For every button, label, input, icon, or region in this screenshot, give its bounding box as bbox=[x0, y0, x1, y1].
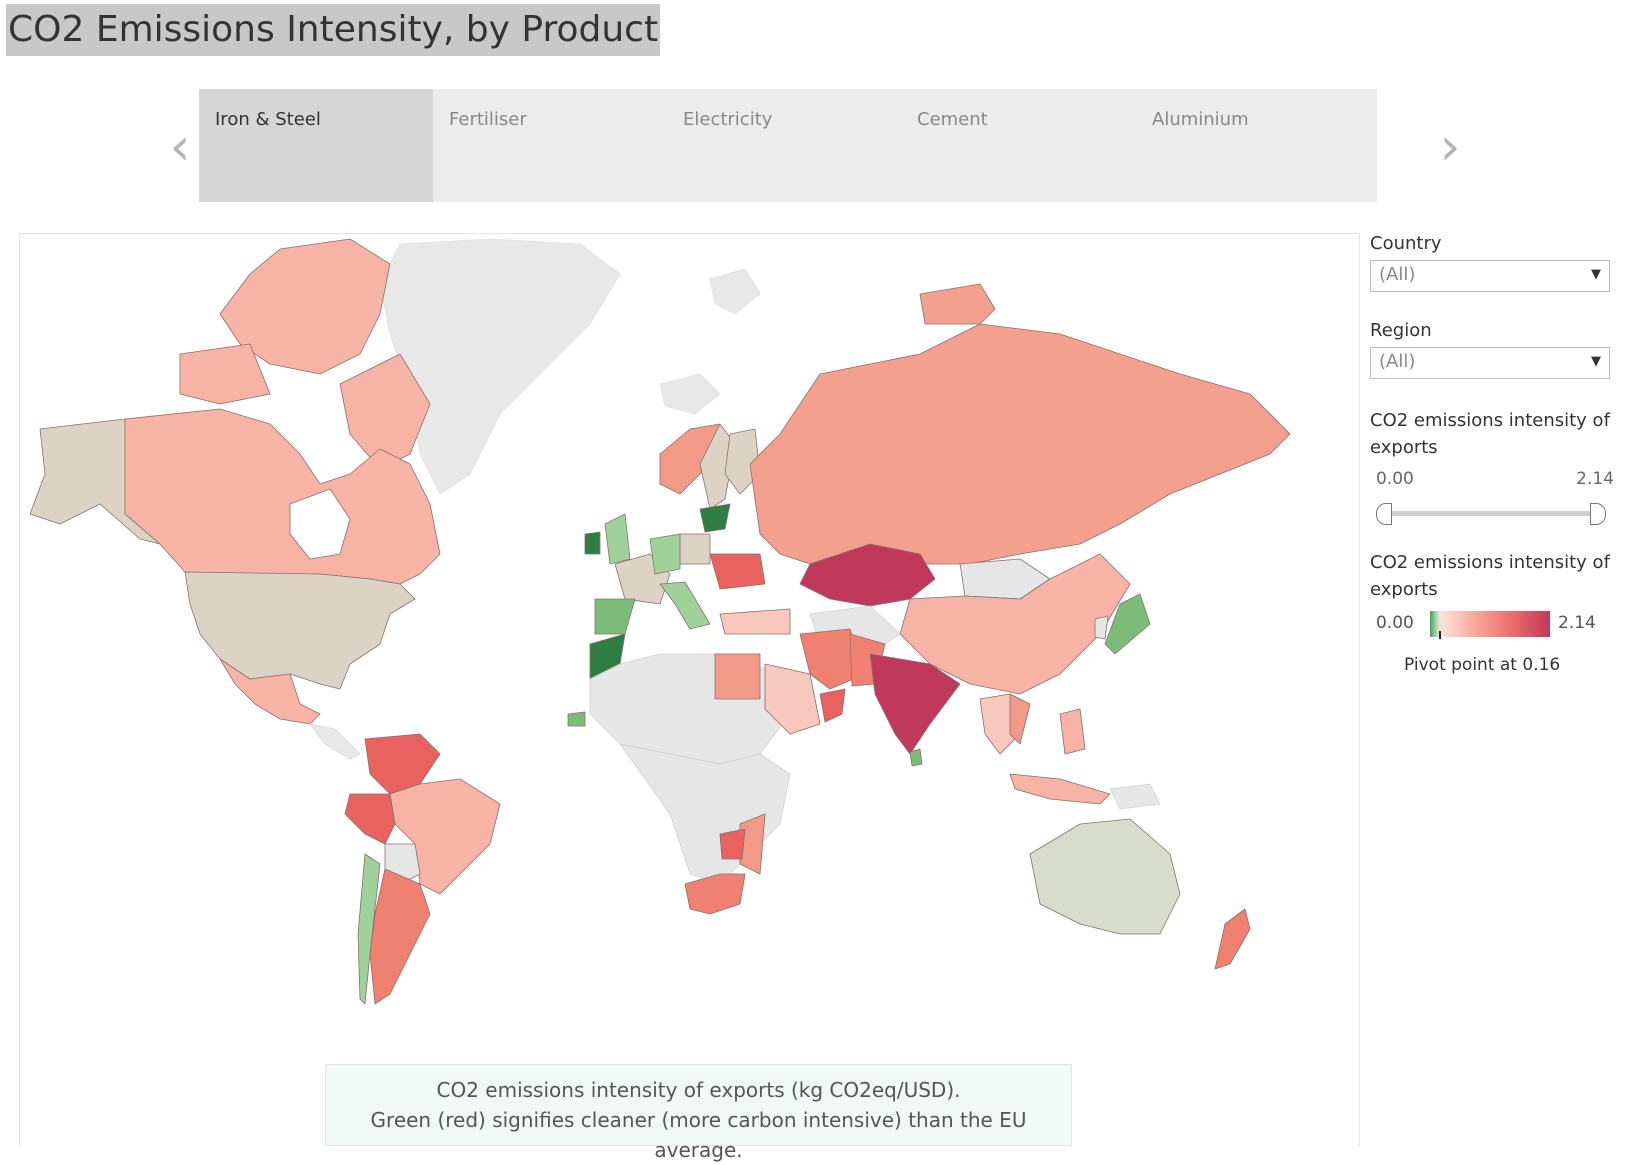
sri-lanka bbox=[909, 748, 923, 767]
chile bbox=[357, 853, 381, 1005]
slider-track[interactable] bbox=[1382, 511, 1598, 516]
filter-panel: Country (All) ▼ Region (All) ▼ CO2 emiss… bbox=[1370, 233, 1620, 675]
korea bbox=[1094, 615, 1109, 640]
egypt bbox=[714, 653, 761, 700]
new-zealand bbox=[1214, 908, 1251, 970]
brazil bbox=[389, 778, 501, 895]
central-america bbox=[309, 723, 361, 760]
argentina bbox=[369, 868, 431, 1005]
russia-north-islands bbox=[919, 283, 996, 325]
range-slider[interactable] bbox=[1370, 499, 1620, 529]
slider-max-handle[interactable] bbox=[1590, 503, 1606, 525]
country-dropdown[interactable]: (All) ▼ bbox=[1370, 260, 1610, 292]
range-filter-label: CO2 emissions intensity of exports bbox=[1370, 410, 1610, 458]
caption-line-1: CO2 emissions intensity of exports (kg C… bbox=[436, 1078, 961, 1102]
legend-max-value: 2.14 bbox=[1558, 613, 1596, 633]
legend-min-value: 0.00 bbox=[1376, 613, 1414, 633]
russia bbox=[749, 323, 1291, 565]
spain bbox=[594, 598, 636, 635]
page-title: CO2 Emissions Intensity, by Product bbox=[6, 4, 661, 56]
japan bbox=[1104, 593, 1151, 655]
world-map[interactable] bbox=[19, 233, 1360, 1146]
color-legend: 0.00 2.14 bbox=[1370, 611, 1620, 641]
australia bbox=[1029, 818, 1181, 935]
tab-electricity[interactable]: Electricity bbox=[667, 89, 908, 202]
baffin bbox=[339, 353, 431, 470]
philippines bbox=[1059, 708, 1086, 755]
country-filter-label: Country bbox=[1370, 233, 1442, 254]
peru bbox=[344, 793, 396, 845]
color-ramp bbox=[1430, 611, 1550, 639]
indonesia bbox=[1009, 773, 1111, 805]
range-min-value: 0.00 bbox=[1376, 469, 1414, 489]
greenland bbox=[379, 238, 621, 495]
caption-line-2: Green (red) signifies cleaner (more carb… bbox=[370, 1108, 1027, 1162]
slider-min-handle[interactable] bbox=[1376, 503, 1392, 525]
region-filter-label: Region bbox=[1370, 320, 1432, 341]
tab-iron-steel[interactable]: Iron & Steel bbox=[199, 89, 440, 202]
iceland bbox=[659, 373, 721, 415]
germany bbox=[649, 533, 681, 575]
vietnam bbox=[1009, 693, 1031, 745]
papua bbox=[1109, 783, 1161, 810]
senegal bbox=[567, 711, 586, 727]
tab-fertiliser[interactable]: Fertiliser bbox=[433, 89, 674, 202]
pivot-tick bbox=[1439, 631, 1441, 639]
chevron-left-icon[interactable]: ‹ bbox=[169, 117, 191, 177]
range-max-value: 2.14 bbox=[1576, 469, 1614, 489]
turkey bbox=[719, 608, 791, 635]
ukraine bbox=[709, 553, 766, 590]
region-dropdown-value: (All) bbox=[1379, 351, 1416, 372]
canada-islands bbox=[219, 238, 391, 375]
caret-down-icon: ▼ bbox=[1591, 267, 1601, 282]
uk bbox=[604, 513, 631, 565]
tab-aluminium[interactable]: Aluminium bbox=[1136, 89, 1377, 202]
baltics bbox=[699, 503, 731, 533]
tab-cement[interactable]: Cement bbox=[901, 89, 1142, 202]
italy bbox=[659, 581, 711, 630]
finland bbox=[724, 428, 761, 495]
india bbox=[869, 653, 961, 755]
hudson-bay bbox=[289, 488, 351, 560]
caret-down-icon: ▼ bbox=[1591, 354, 1601, 369]
map-caption: CO2 emissions intensity of exports (kg C… bbox=[325, 1064, 1072, 1162]
country-dropdown-value: (All) bbox=[1379, 264, 1416, 285]
color-legend-label: CO2 emissions intensity of exports bbox=[1370, 552, 1610, 600]
usa bbox=[184, 571, 416, 690]
south-africa bbox=[684, 873, 746, 915]
oman bbox=[819, 688, 846, 723]
zimbabwe bbox=[719, 828, 746, 860]
svalbard bbox=[709, 268, 761, 315]
product-tabs: ‹ Iron & Steel Fertiliser Electricity Ce… bbox=[160, 89, 1470, 203]
range-filter-values: 0.00 2.14 bbox=[1370, 469, 1620, 499]
ireland bbox=[584, 531, 601, 555]
pivot-note: Pivot point at 0.16 bbox=[1404, 655, 1561, 675]
saudi bbox=[764, 663, 821, 735]
poland bbox=[679, 533, 711, 565]
mexico bbox=[219, 658, 321, 725]
iran bbox=[799, 628, 866, 690]
canada-west-islands bbox=[179, 343, 271, 405]
region-dropdown[interactable]: (All) ▼ bbox=[1370, 347, 1610, 379]
chevron-right-icon[interactable]: › bbox=[1439, 117, 1461, 177]
